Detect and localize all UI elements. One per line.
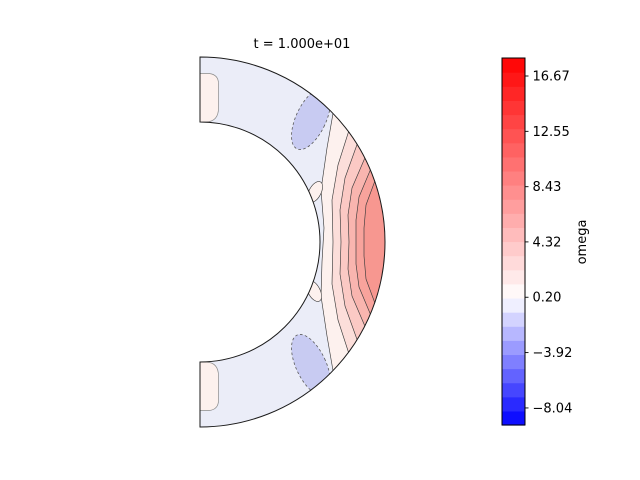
plot-title: t = 1.000e+01 xyxy=(254,37,351,52)
colorbar-tick-label: 16.67 xyxy=(533,70,570,85)
polar-positive-patch xyxy=(200,361,219,411)
colorbar-segment xyxy=(502,368,525,384)
colorbar-segment xyxy=(502,227,525,243)
colorbar-segment xyxy=(502,170,525,186)
colorbar-segment xyxy=(502,241,525,257)
colorbar-segment xyxy=(502,114,525,130)
half-annulus-contour-plot xyxy=(199,56,386,428)
colorbar-segment xyxy=(502,185,525,200)
colorbar-segment xyxy=(502,142,525,158)
colorbar-tick-label: 0.20 xyxy=(533,291,562,306)
colorbar-segment xyxy=(502,410,525,426)
colorbar-segment xyxy=(502,72,525,87)
negative-contour-blob xyxy=(291,334,331,396)
colorbar-segment xyxy=(502,326,525,341)
colorbar-segment xyxy=(502,128,525,144)
colorbar-segment xyxy=(502,283,525,299)
polar-positive-patch xyxy=(200,73,219,123)
colorbar-tick-label: 8.43 xyxy=(533,180,562,195)
shell-outline xyxy=(199,56,386,428)
colorbar-segment xyxy=(502,199,525,214)
colorbar-segment xyxy=(502,86,525,101)
colorbar-segment xyxy=(502,213,525,228)
colorbar-segment xyxy=(502,396,525,412)
colorbar: 16.67 12.55 8.43 4.32 0.20 −3.92 −8.04 xyxy=(501,57,573,426)
colorbar-segment xyxy=(502,100,525,116)
colorbar-tick-label: −3.92 xyxy=(533,346,573,361)
colorbar-segment xyxy=(502,255,525,271)
positive-contour-band xyxy=(363,177,385,307)
contour-fill-layer xyxy=(200,57,385,427)
colorbar-axis-label: omega xyxy=(575,220,590,265)
colorbar-segment xyxy=(502,269,525,285)
colorbar-segment xyxy=(502,312,525,327)
colorbar-tick-label: −8.04 xyxy=(533,401,573,416)
colorbar-segment xyxy=(502,340,525,356)
colorbar-segment xyxy=(502,156,525,172)
colorbar-segment xyxy=(502,382,525,398)
colorbar-segment xyxy=(502,58,525,73)
colorbar-tick-label: 4.32 xyxy=(533,235,562,250)
colorbar-segment xyxy=(502,297,525,313)
colorbar-segment xyxy=(502,354,525,370)
colorbar-tick-label: 12.55 xyxy=(533,125,570,140)
